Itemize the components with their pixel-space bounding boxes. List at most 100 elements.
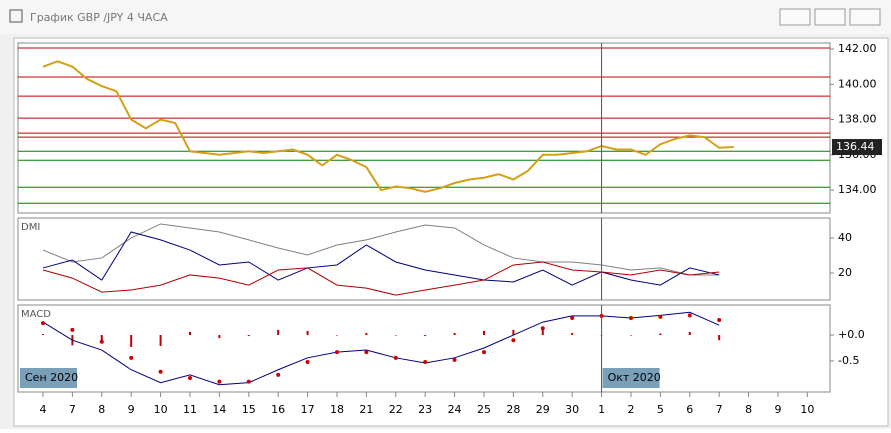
x-tick-label: 17 [301,403,315,416]
signal-dot [70,327,75,332]
histogram-bar [394,335,397,336]
signal-dot [305,359,310,364]
signal-dot [511,338,516,343]
x-tick-label: 25 [477,403,491,416]
indicator-line [42,223,720,276]
signal-dot [481,350,486,355]
pane [17,304,831,393]
x-tick-label: 11 [183,403,197,416]
signal-dot [393,355,398,360]
last-price-label: 136.44 [836,140,875,153]
y-tick-label: 134.00 [838,183,877,196]
x-tick-label: 24 [448,403,462,416]
x-tick-label: 8 [745,403,752,416]
histogram-bar [247,335,250,337]
period-label: Сен 2020 [25,371,78,384]
signal-dot [334,350,339,355]
histogram-bar [130,335,133,347]
y-tick-label: -0.5 [838,354,859,367]
y-tick-label: 142.00 [838,42,877,55]
histogram-bar [100,335,103,344]
x-tick-label: 9 [774,403,781,416]
x-tick-label: 30 [565,403,579,416]
x-tick-label: 29 [536,403,550,416]
y-tick-label: +0.0 [838,328,865,341]
signal-dot [99,339,104,344]
signal-dot [452,357,457,362]
histogram-bar [159,335,162,346]
signal-dot [187,376,192,381]
y-tick-label: 138.00 [838,113,877,126]
signal-dot [540,326,545,331]
signal-dot [40,321,45,326]
x-tick-label: 7 [716,403,723,416]
x-tick-label: 10 [154,403,168,416]
signal-dot [717,318,722,323]
signal-dot [423,359,428,364]
histogram-bar [688,331,691,336]
x-tick-label: 23 [418,403,432,416]
histogram-bar [512,329,515,336]
x-tick-label: 1 [598,403,605,416]
pane [17,217,831,301]
histogram-bar [424,335,427,337]
y-tick-label: 140.00 [838,77,877,90]
histogram-bar [718,335,721,341]
histogram-bar [335,335,338,336]
x-tick-label: 5 [657,403,664,416]
histogram-bar [659,333,662,336]
histogram-bar [453,332,456,336]
period-label-box [602,368,660,388]
pane-title: DMI [21,222,40,233]
x-tick-label: 7 [69,403,76,416]
minimize-button[interactable] [779,8,811,26]
indicator-line [42,261,720,296]
y-tick-label: 40 [838,231,852,244]
x-tick-label: 6 [686,403,693,416]
histogram-bar [541,328,544,336]
x-tick-label: 15 [242,403,256,416]
price-line [42,60,734,193]
histogram-bar [218,335,221,339]
x-tick-label: 18 [330,403,344,416]
signal-dot [129,355,134,360]
x-tick-label: 10 [800,403,814,416]
signal-dot [246,379,251,384]
signal-dot [158,369,163,374]
window-icon [9,9,23,23]
x-tick-label: 22 [389,403,403,416]
indicator-line [42,231,720,286]
x-tick-label: 4 [39,403,46,416]
x-tick-label: 8 [98,403,105,416]
histogram-bar [188,331,191,336]
period-label: Окт 2020 [608,371,661,384]
histogram-bar [41,334,44,336]
histogram-bar [365,332,368,336]
period-label-box [20,368,77,388]
signal-dot [276,372,281,377]
x-tick-label: 21 [359,403,373,416]
signal-dot [217,379,222,384]
x-tick-label: 28 [506,403,520,416]
x-tick-label: 14 [212,403,226,416]
x-tick-label: 2 [627,403,634,416]
histogram-bar [482,330,485,336]
x-tick-label: 9 [128,403,135,416]
x-tick-label: 16 [271,403,285,416]
close-button[interactable] [849,8,881,26]
signal-dot [570,315,575,320]
title-bar [0,0,891,34]
signal-dot [658,314,663,319]
histogram-bar [571,332,574,336]
histogram-bar [306,330,309,336]
signal-dot [364,350,369,355]
signal-dot [687,313,692,318]
histogram-bar [629,335,632,336]
maximize-button[interactable] [814,8,846,26]
y-tick-label: 20 [838,266,852,279]
signal-dot [628,315,633,320]
pane [17,42,831,214]
last-price-box [832,139,882,156]
histogram-bar [277,329,280,336]
